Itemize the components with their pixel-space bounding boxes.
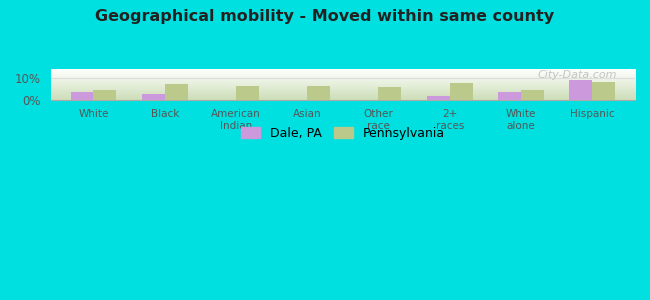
Bar (569, 80, 592, 100)
Bar (498, 92, 521, 100)
Bar (592, 82, 615, 100)
Bar (450, 83, 473, 100)
Bar (236, 86, 259, 100)
Bar (307, 86, 330, 100)
Bar (142, 94, 164, 100)
Bar (71, 92, 94, 100)
Bar (378, 87, 401, 100)
Legend: Dale, PA, Pennsylvania: Dale, PA, Pennsylvania (236, 122, 450, 145)
Bar (164, 84, 188, 100)
Text: City-Data.com: City-Data.com (538, 70, 617, 80)
Bar (94, 90, 116, 100)
Bar (521, 90, 544, 100)
Text: Geographical mobility - Moved within same county: Geographical mobility - Moved within sam… (96, 9, 554, 24)
Bar (427, 96, 450, 100)
